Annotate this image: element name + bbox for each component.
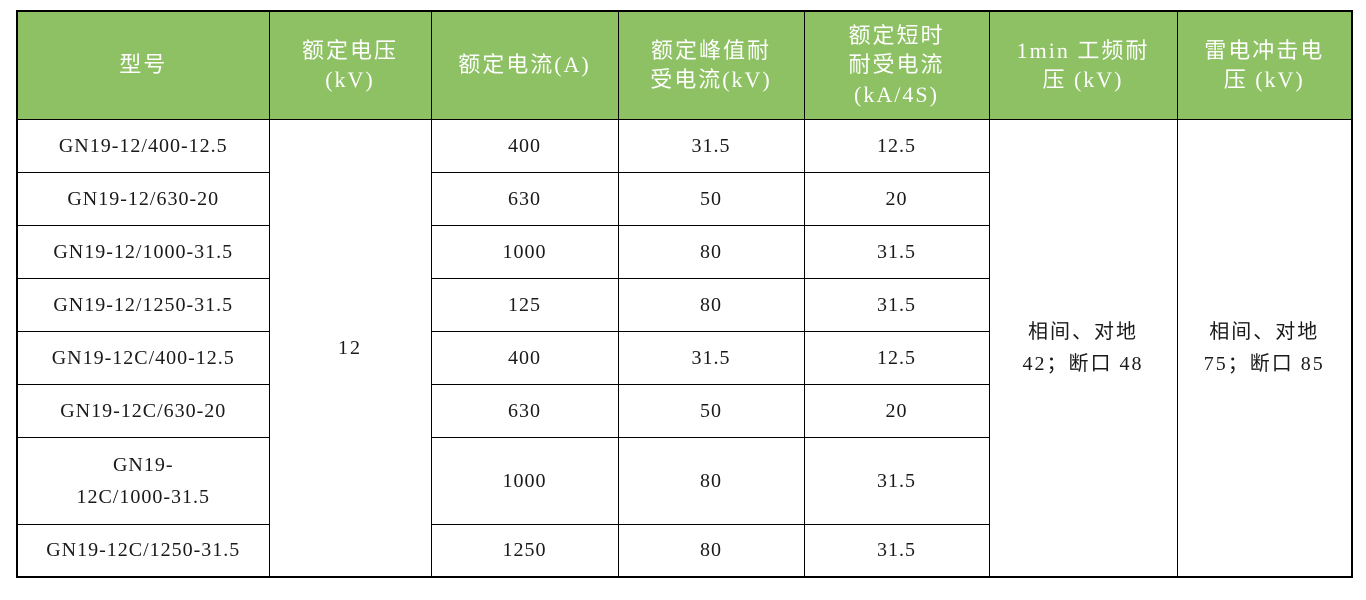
peak-cell: 80 — [617, 277, 805, 332]
table-row: GN19-12C/630-20 630 50 20 — [16, 383, 1352, 438]
model-cell: GN19-12/1250-31.5 — [16, 277, 270, 332]
header-peak-withstand: 额定峰值耐 受电流(kV) — [617, 10, 805, 120]
table-row: GN19-12C/400-12.5 400 31.5 12.5 — [16, 330, 1352, 385]
table-row: GN19- 12C/1000-31.5 1000 80 31.5 — [16, 436, 1352, 525]
table-row: GN19-12C/1250-31.5 1250 80 31.5 — [16, 523, 1352, 578]
short-time-cell: 20 — [803, 171, 990, 226]
current-cell: 630 — [430, 383, 619, 438]
spec-table: 型号 额定电压 (kV) 额定电流(A) 额定峰值耐 受电流(kV) 额定短时 … — [16, 10, 1353, 578]
power-freq-cell: 相间、对地 42；断口 48 — [988, 118, 1178, 578]
short-time-cell: 31.5 — [803, 436, 990, 525]
page: 型号 额定电压 (kV) 额定电流(A) 额定峰值耐 受电流(kV) 额定短时 … — [0, 10, 1366, 600]
short-time-cell: 20 — [803, 383, 990, 438]
model-cell: GN19-12C/630-20 — [16, 383, 270, 438]
model-cell: GN19-12/1000-31.5 — [16, 224, 270, 279]
header-rated-voltage: 额定电压 (kV) — [268, 10, 432, 120]
current-cell: 400 — [430, 118, 619, 173]
peak-cell: 50 — [617, 383, 805, 438]
rated-voltage-cell: 12 — [268, 118, 432, 578]
model-cell: GN19-12/400-12.5 — [16, 118, 270, 173]
header-power-freq: 1min 工频耐 压 (kV) — [988, 10, 1178, 120]
peak-cell: 80 — [617, 436, 805, 525]
current-cell: 1250 — [430, 523, 619, 578]
peak-cell: 31.5 — [617, 118, 805, 173]
current-cell: 125 — [430, 277, 619, 332]
short-time-cell: 12.5 — [803, 118, 990, 173]
header-row: 型号 额定电压 (kV) 额定电流(A) 额定峰值耐 受电流(kV) 额定短时 … — [16, 10, 1353, 120]
current-cell: 630 — [430, 171, 619, 226]
model-cell: GN19-12C/1250-31.5 — [16, 523, 270, 578]
short-time-cell: 12.5 — [803, 330, 990, 385]
lightning-cell: 相间、对地 75；断口 85 — [1176, 118, 1353, 578]
short-time-cell: 31.5 — [803, 224, 990, 279]
model-cell: GN19-12/630-20 — [16, 171, 270, 226]
table-row: GN19-12/1250-31.5 125 80 31.5 — [16, 277, 1352, 332]
current-cell: 1000 — [430, 436, 619, 525]
short-time-cell: 31.5 — [803, 277, 990, 332]
model-cell: GN19- 12C/1000-31.5 — [16, 436, 270, 525]
header-short-time: 额定短时 耐受电流 (kA/4S) — [803, 10, 990, 120]
header-model: 型号 — [16, 10, 270, 120]
peak-cell: 50 — [617, 171, 805, 226]
header-rated-current: 额定电流(A) — [430, 10, 619, 120]
peak-cell: 31.5 — [617, 330, 805, 385]
header-lightning: 雷电冲击电 压 (kV) — [1176, 10, 1353, 120]
peak-cell: 80 — [617, 523, 805, 578]
table-row: GN19-12/630-20 630 50 20 — [16, 171, 1352, 226]
current-cell: 400 — [430, 330, 619, 385]
short-time-cell: 31.5 — [803, 523, 990, 578]
model-cell: GN19-12C/400-12.5 — [16, 330, 270, 385]
table-row: GN19-12/400-12.5 12 400 31.5 12.5 相间、对地 … — [16, 118, 1353, 578]
table-row: GN19-12/1000-31.5 1000 80 31.5 — [16, 224, 1352, 279]
current-cell: 1000 — [430, 224, 619, 279]
peak-cell: 80 — [617, 224, 805, 279]
